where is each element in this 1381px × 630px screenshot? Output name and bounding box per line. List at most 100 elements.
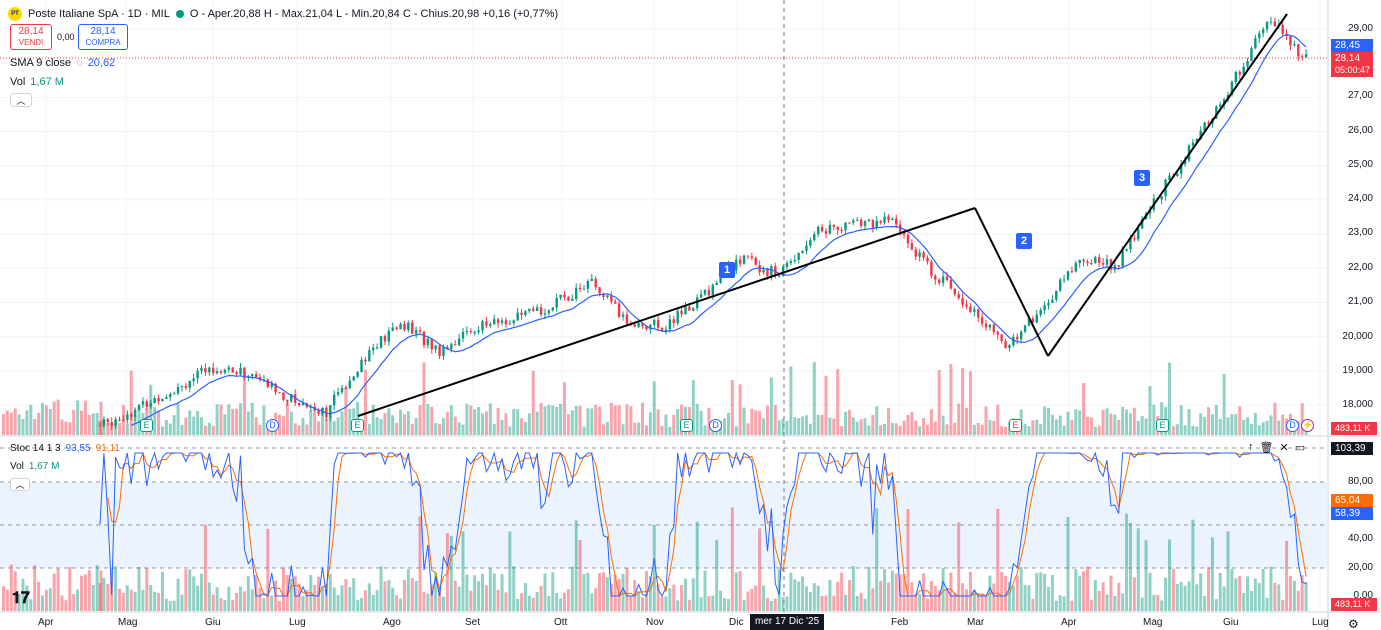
volume-bar-2	[695, 521, 699, 611]
maximize-pane-icon[interactable]: ▭	[1294, 442, 1306, 454]
sell-button[interactable]: 28,14 VENDI	[10, 24, 52, 50]
candle-body	[809, 240, 812, 246]
volume-bar-2	[1097, 590, 1101, 611]
volume-bar	[547, 404, 551, 435]
candle-body	[766, 269, 769, 276]
volume-bar	[235, 408, 239, 435]
candle-body	[875, 220, 878, 228]
volume-bar	[500, 420, 504, 435]
collapse-legend-button-2[interactable]: ︿	[10, 478, 30, 491]
vol-label: Vol	[10, 76, 26, 88]
candle-body	[231, 367, 234, 373]
volume-bar	[832, 418, 836, 435]
candle-body	[235, 372, 238, 375]
earnings-badge[interactable]: E	[680, 419, 693, 432]
candle-body	[617, 303, 621, 317]
volume-bar-2	[360, 597, 364, 611]
volume-bar-2	[172, 600, 176, 611]
vol2-label: Vol	[10, 461, 24, 472]
dividend-badge[interactable]: D	[266, 419, 279, 432]
candle-body	[914, 249, 917, 257]
candle-body	[571, 298, 574, 301]
flash-event-icon[interactable]: ⚡	[1301, 419, 1314, 432]
earnings-badge[interactable]: E	[1009, 419, 1022, 432]
volume-bar-2	[902, 573, 906, 611]
volume-bar-2	[239, 586, 243, 611]
month-label: Apr	[1061, 617, 1077, 628]
gear-icon[interactable]: ⚙	[1348, 617, 1359, 630]
wave-label-2[interactable]: 2	[1016, 233, 1032, 249]
volume-bar	[289, 411, 293, 435]
earnings-badge[interactable]: E	[140, 419, 153, 432]
candle-body	[590, 278, 594, 281]
volume-bar	[129, 370, 133, 435]
volume-legend[interactable]: Vol 1,67 M	[10, 76, 64, 88]
volume-bar-2	[742, 599, 746, 611]
price-axis-label: 21,00	[1347, 296, 1373, 307]
earnings-badge[interactable]: E	[1156, 419, 1169, 432]
volume-bar-2	[555, 592, 559, 611]
ohlc-values: O - Aper.20,88 H - Max.21,04 L - Min.20,…	[189, 8, 559, 20]
volume-bar-2	[500, 574, 504, 611]
volume-bar	[239, 403, 243, 435]
volume-bar	[496, 408, 500, 435]
volume-bar	[812, 362, 816, 435]
dividend-badge[interactable]: D	[1286, 419, 1299, 432]
volume-bar-2	[367, 583, 371, 611]
collapse-legend-button[interactable]: ︿	[10, 93, 32, 107]
volume-bar	[949, 363, 953, 435]
volume-bar-2	[352, 578, 356, 611]
candle-body	[114, 419, 117, 426]
collapse-pane-icon[interactable]: ✕	[1279, 442, 1289, 454]
tradingview-logo-icon[interactable]: 𝟏𝟕	[12, 590, 30, 607]
earnings-badge[interactable]: E	[351, 419, 364, 432]
wave-label-1[interactable]: 1	[719, 262, 735, 278]
volume-bar	[72, 409, 76, 435]
candle-body	[949, 280, 953, 289]
volume-bar	[395, 422, 399, 435]
volume-bar-2	[715, 539, 719, 611]
candle-body	[836, 226, 839, 231]
stoch-top-tag: 103,39	[1331, 442, 1373, 455]
volume-bar	[953, 422, 957, 435]
volume-bar-2	[1218, 572, 1222, 611]
candle-body	[1012, 336, 1015, 346]
volume-bar-2	[867, 566, 871, 611]
wave-label-3[interactable]: 3	[1134, 170, 1150, 186]
volume-bar-2	[1296, 590, 1300, 611]
volume-bar	[1257, 425, 1261, 435]
candle-body	[496, 319, 500, 323]
volume-bar-2	[1004, 576, 1008, 611]
dividend-badge[interactable]: D	[709, 419, 722, 432]
candle-body	[157, 398, 160, 402]
buy-button[interactable]: 28,14 COMPRA	[78, 24, 128, 50]
trash-icon[interactable]: 🗑	[1259, 442, 1274, 454]
volume-bar-2	[203, 524, 207, 611]
volume-bar-2	[211, 594, 215, 611]
chevron-up-icon: ︿	[16, 95, 26, 106]
arrow-up-icon[interactable]: ↑	[1248, 441, 1254, 453]
volume-legend-2[interactable]: Vol 1,67 M	[10, 461, 59, 472]
volume-bar	[863, 418, 867, 435]
candle-body	[660, 327, 664, 332]
vol-value: 1,67 M	[30, 76, 64, 88]
candle-body	[1254, 38, 1257, 49]
volume-bar	[968, 371, 972, 435]
volume-bar	[707, 407, 711, 435]
candle-body	[336, 392, 340, 395]
candle-body	[508, 323, 512, 325]
symbol-title[interactable]: Poste Italiane SpA · 1D · MIL	[28, 8, 170, 20]
candle-body	[1035, 314, 1038, 323]
volume-bar	[1167, 362, 1171, 435]
candle-body	[149, 402, 152, 407]
volume-bar-2	[176, 578, 180, 611]
candle-body	[1058, 279, 1062, 291]
volume-bar	[64, 421, 68, 435]
volume-bar	[192, 416, 196, 435]
volume-bar-2	[566, 589, 570, 611]
volume-bar-2	[1058, 595, 1062, 611]
sma-legend[interactable]: SMA 9 close ◌ 20,62	[10, 57, 115, 69]
candle-body	[789, 261, 793, 264]
stochastic-legend[interactable]: Stoc 14 1 3 93,55 91,11	[10, 443, 120, 454]
